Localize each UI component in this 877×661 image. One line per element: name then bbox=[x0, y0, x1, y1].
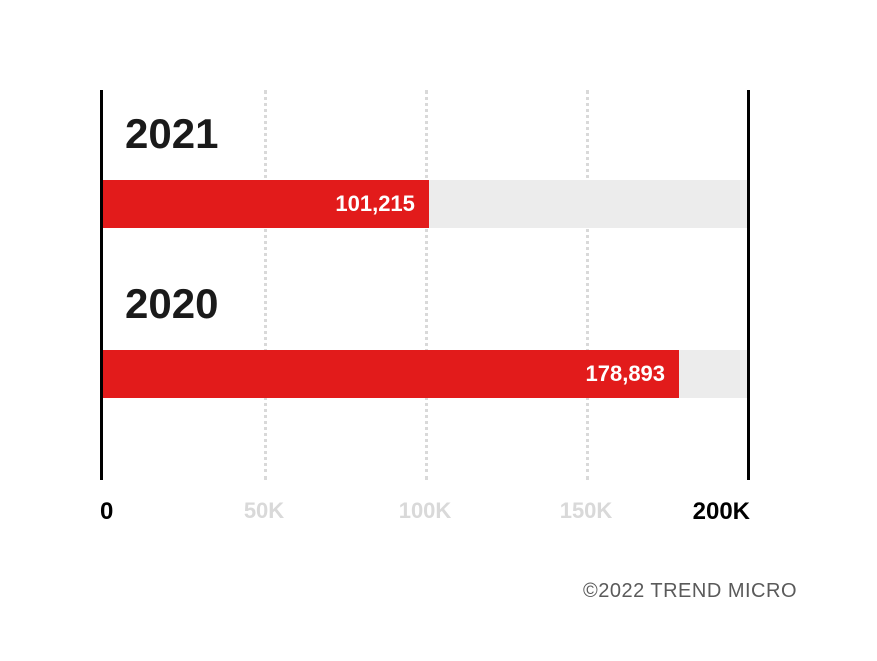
category-label: 2021 bbox=[125, 110, 218, 158]
bar-fill: 178,893 bbox=[103, 350, 679, 398]
category-label: 2020 bbox=[125, 280, 218, 328]
x-tick-label: 100K bbox=[399, 498, 452, 524]
bar-fill: 101,215 bbox=[103, 180, 429, 228]
bar-value-label: 178,893 bbox=[586, 361, 666, 387]
chart-area: 2021 101,215 2020 178,893 bbox=[100, 90, 750, 480]
x-tick-label: 50K bbox=[244, 498, 284, 524]
grid-line bbox=[586, 90, 589, 480]
copyright-text: ©2022 TREND MICRO bbox=[583, 580, 797, 603]
bar-value-label: 101,215 bbox=[335, 191, 415, 217]
x-tick-label: 0 bbox=[100, 498, 113, 526]
x-axis: 0 50K 100K 150K 200K bbox=[100, 490, 750, 530]
grid-line bbox=[425, 90, 428, 480]
y-axis-left bbox=[100, 90, 103, 480]
y-axis-right bbox=[747, 90, 750, 480]
x-tick-label: 200K bbox=[693, 498, 750, 526]
grid-line bbox=[264, 90, 267, 480]
x-tick-label: 150K bbox=[560, 498, 613, 524]
